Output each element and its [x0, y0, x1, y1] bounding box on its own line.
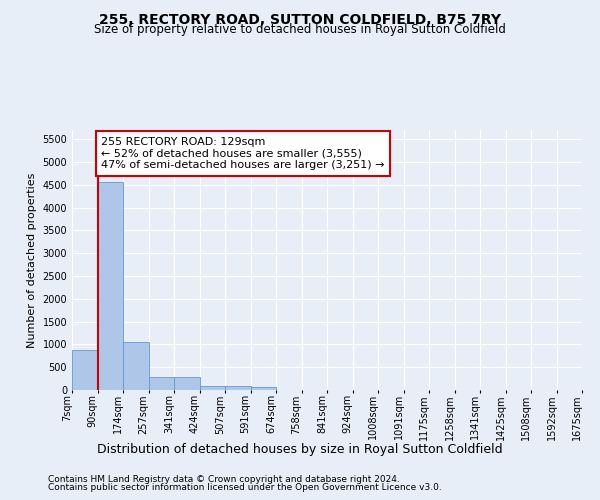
Text: Size of property relative to detached houses in Royal Sutton Coldfield: Size of property relative to detached ho…	[94, 22, 506, 36]
Bar	[225, 386, 251, 390]
Bar	[199, 386, 225, 390]
Text: Distribution of detached houses by size in Royal Sutton Coldfield: Distribution of detached houses by size …	[97, 442, 503, 456]
Text: 255, RECTORY ROAD, SUTTON COLDFIELD, B75 7RY: 255, RECTORY ROAD, SUTTON COLDFIELD, B75…	[99, 12, 501, 26]
Bar	[149, 377, 174, 390]
Text: 255 RECTORY ROAD: 129sqm
← 52% of detached houses are smaller (3,555)
47% of sem: 255 RECTORY ROAD: 129sqm ← 52% of detach…	[101, 137, 385, 170]
Y-axis label: Number of detached properties: Number of detached properties	[27, 172, 37, 348]
Bar	[251, 388, 276, 390]
Bar	[174, 377, 199, 390]
Text: Contains HM Land Registry data © Crown copyright and database right 2024.: Contains HM Land Registry data © Crown c…	[48, 475, 400, 484]
Bar	[97, 182, 123, 390]
Bar	[123, 342, 149, 390]
Text: Contains public sector information licensed under the Open Government Licence v3: Contains public sector information licen…	[48, 482, 442, 492]
Bar	[72, 350, 97, 390]
